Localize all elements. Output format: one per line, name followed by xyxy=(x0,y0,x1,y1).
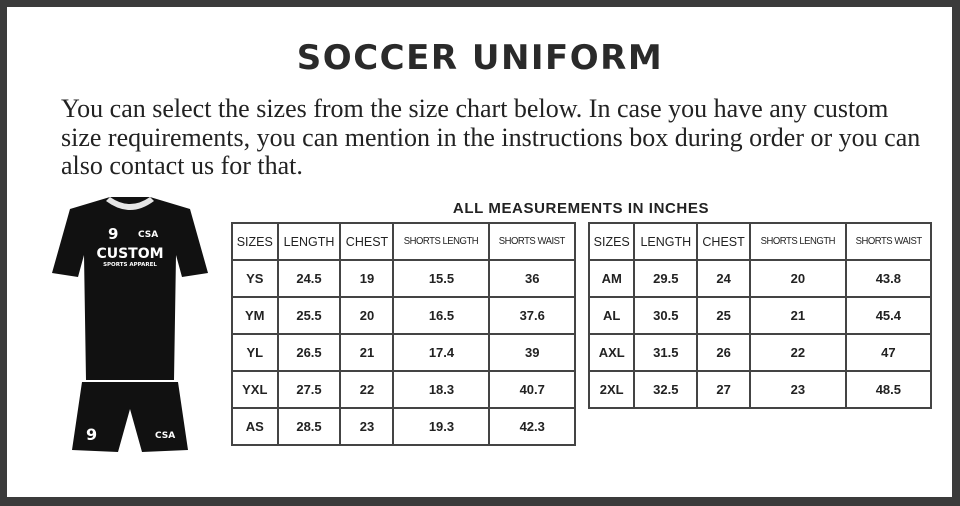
intro-text: You can select the sizes from the size c… xyxy=(61,94,921,180)
jersey-number: 9 xyxy=(108,225,118,243)
page-title: SOCCER UNIFORM xyxy=(296,38,664,78)
table-row: 2XL 32.5 27 23 48.5 xyxy=(587,370,933,409)
column-header: CHEST xyxy=(696,222,752,261)
table-cell: 16.5 xyxy=(392,296,491,335)
table-row: AL 30.5 25 21 45.4 xyxy=(587,296,933,335)
table-cell: YM xyxy=(231,296,279,335)
table-cell: 20 xyxy=(339,296,395,335)
table-cell: YXL xyxy=(231,370,279,409)
shorts-number: 9 xyxy=(86,425,97,444)
column-header: SHORTS WAIST xyxy=(490,222,574,261)
table-cell: 27.5 xyxy=(276,370,342,409)
jersey-shape xyxy=(52,197,208,380)
table-cell: 19 xyxy=(339,259,395,298)
shorts-logo: CSA xyxy=(155,431,175,441)
table-cell: 22 xyxy=(339,370,395,409)
jersey-brand-sub: SPORTS APPAREL xyxy=(103,262,157,268)
table-cell: 18.3 xyxy=(392,370,491,409)
table-cell: 32.5 xyxy=(633,370,699,409)
collar xyxy=(106,197,154,210)
jersey-brand: CUSTOM xyxy=(96,246,163,262)
table-cell: 23 xyxy=(749,370,847,409)
table-cell: 45.4 xyxy=(844,296,933,335)
table-cell: 29.5 xyxy=(633,259,699,298)
column-header: CHEST xyxy=(339,222,395,261)
table-cell: 26 xyxy=(696,333,752,372)
table-row: YXL 27.5 22 18.3 40.7 xyxy=(231,370,576,409)
column-header: SHORTS LENGTH xyxy=(751,222,845,261)
table-cell: 23 xyxy=(339,407,395,446)
table-cell: 26.5 xyxy=(276,333,342,372)
shorts-shape xyxy=(72,382,188,452)
table-cell: 24.5 xyxy=(276,259,342,298)
table-cell: AL xyxy=(587,296,636,335)
table-cell: 21 xyxy=(339,333,395,372)
table-row: AS 28.5 23 19.3 42.3 xyxy=(231,407,576,446)
adult-size-table: SIZES LENGTH CHEST SHORTS LENGTH SHORTS WAIS… xyxy=(587,222,933,409)
column-header: LENGTH xyxy=(276,222,342,261)
table-cell: AM xyxy=(587,259,636,298)
measurement-note: ALL MEASUREMENTS IN INCHES xyxy=(452,200,710,217)
table-cell: 22 xyxy=(749,333,847,372)
youth-size-table: SIZES LENGTH CHEST SHORTS LENGTH SHORTS WAIS… xyxy=(231,222,576,446)
column-header: LENGTH xyxy=(633,222,699,261)
table-cell: 47 xyxy=(844,333,933,372)
table-cell: 15.5 xyxy=(392,259,491,298)
soccer-kit-image: 9 CSA CUSTOM SPORTS APPAREL 9 CSA xyxy=(52,197,208,452)
table-cell: 20 xyxy=(749,259,847,298)
table-cell: 17.4 xyxy=(392,333,491,372)
column-header: SIZES xyxy=(587,222,636,261)
header-row: SIZES LENGTH CHEST SHORTS LENGTH SHORTS WAIS… xyxy=(587,222,931,261)
table-cell: 21 xyxy=(749,296,847,335)
table-cell: 24 xyxy=(696,259,752,298)
table-row: AM 29.5 24 20 43.8 xyxy=(587,259,933,298)
table-cell: 42.3 xyxy=(488,407,576,446)
table-cell: 39 xyxy=(488,333,576,372)
table-cell: 48.5 xyxy=(844,370,933,409)
table-cell: 31.5 xyxy=(633,333,699,372)
table-cell: 25 xyxy=(696,296,752,335)
jersey-logo: CSA xyxy=(138,230,158,240)
column-header: SIZES xyxy=(231,222,279,261)
table-cell: 36 xyxy=(488,259,576,298)
table-cell: YS xyxy=(231,259,279,298)
table-cell: 40.7 xyxy=(488,370,576,409)
table-cell: 25.5 xyxy=(276,296,342,335)
table-row: YM 25.5 20 16.5 37.6 xyxy=(231,296,576,335)
table-row: YS 24.5 19 15.5 36 xyxy=(231,259,576,298)
column-header: SHORTS WAIST xyxy=(846,222,930,261)
table-cell: AXL xyxy=(587,333,636,372)
table-row: YL 26.5 21 17.4 39 xyxy=(231,333,576,372)
table-cell: AS xyxy=(231,407,279,446)
table-cell: 28.5 xyxy=(276,407,342,446)
table-row: AXL 31.5 26 22 47 xyxy=(587,333,933,372)
table-cell: YL xyxy=(231,333,279,372)
header-row: SIZES LENGTH CHEST SHORTS LENGTH SHORTS WAIS… xyxy=(231,222,575,261)
table-cell: 37.6 xyxy=(488,296,576,335)
table-cell: 30.5 xyxy=(633,296,699,335)
table-cell: 27 xyxy=(696,370,752,409)
table-cell: 19.3 xyxy=(392,407,491,446)
table-cell: 2XL xyxy=(587,370,636,409)
column-header: SHORTS LENGTH xyxy=(394,222,489,261)
table-cell: 43.8 xyxy=(844,259,933,298)
